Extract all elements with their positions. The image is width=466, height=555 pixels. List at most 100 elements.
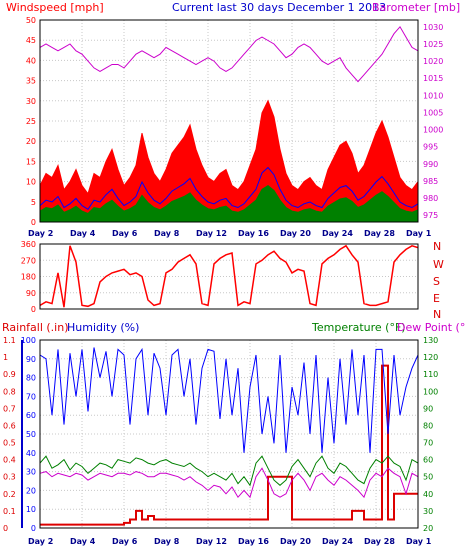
humidity-ytick: 0 xyxy=(31,524,36,533)
rain-panel-xtick: Day 20 xyxy=(280,537,311,546)
wind-dir-label-e: E xyxy=(433,292,440,305)
wind-average-line xyxy=(39,166,419,210)
humidity-axis-title: Humidity (%) xyxy=(67,321,139,334)
wind-panel-xtick: Day 2 xyxy=(28,229,53,238)
wind-ytick: 40 xyxy=(26,56,36,65)
barometer-ytick: 985 xyxy=(423,177,438,186)
barometer-ytick: 1025 xyxy=(423,40,443,49)
barometer-ytick: 980 xyxy=(423,194,438,203)
temperature-ytick: 70 xyxy=(423,439,433,448)
rain-panel-xtick: Day 8 xyxy=(154,537,180,546)
dir-ytick: 180 xyxy=(21,273,36,282)
wind-dir-label-s: S xyxy=(433,275,440,288)
humidity-ytick: 100 xyxy=(21,336,36,345)
temperature-ytick: 120 xyxy=(423,353,438,362)
wind-ytick: 45 xyxy=(26,36,36,45)
temperature-ytick: 20 xyxy=(423,524,433,533)
barometer-axis-title: Barometer [mb] xyxy=(372,1,460,14)
dir-ytick: 270 xyxy=(21,256,36,265)
temperature-ytick: 50 xyxy=(423,473,433,482)
temperature-ytick: 40 xyxy=(423,490,433,499)
wind-ytick: 0 xyxy=(31,218,36,227)
wind-direction-line xyxy=(39,244,419,308)
temperature-axis-title: Temperature (°F) xyxy=(311,321,406,334)
wind-dir-label-n-bottom: N xyxy=(433,308,441,321)
wind-ytick: 5 xyxy=(31,198,36,207)
wind-panel-frame xyxy=(39,19,419,223)
rain-panel-xtick: Day 6 xyxy=(112,537,138,546)
wind-ytick: 25 xyxy=(26,117,36,126)
rain-ytick: 0.3 xyxy=(3,473,16,482)
rain-ytick: 0 xyxy=(3,524,8,533)
rainfall-line xyxy=(40,364,418,526)
temperature-ytick: 30 xyxy=(423,507,433,516)
barometer-ytick: 1010 xyxy=(423,91,443,100)
rain-panel-xtick: Day 2 xyxy=(28,537,53,546)
barometer-ytick: 1000 xyxy=(423,126,443,135)
rain-panel-xtick: Day 28 xyxy=(364,537,395,546)
wind-dir-label-w: W xyxy=(433,258,444,271)
rain-panel-xtick: Day 24 xyxy=(322,537,353,546)
windspeed-axis-title: Windspeed [mph] xyxy=(6,1,104,14)
temperature-ytick: 80 xyxy=(423,421,433,430)
temperature-ytick: 60 xyxy=(423,456,433,465)
barometer-ytick: 1020 xyxy=(423,57,443,66)
wind-panel-xtick: Day 6 xyxy=(112,229,138,238)
rain-panel-xtick: Day 4 xyxy=(70,537,96,546)
wind-panel-xtick: Day 12 xyxy=(196,229,227,238)
temperature-line xyxy=(39,455,419,487)
humidity-ytick: 40 xyxy=(26,449,36,458)
humidity-ytick: 50 xyxy=(26,430,36,439)
rain-ytick: 0.7 xyxy=(3,404,16,413)
dewpoint-line xyxy=(39,467,419,499)
barometer-ytick: 1015 xyxy=(423,74,443,83)
wind-panel-xtick: Day 1 xyxy=(406,229,432,238)
rain-ytick: 0.2 xyxy=(3,490,16,499)
wind-ytick: 10 xyxy=(26,178,36,187)
rain-ytick: 1.1 xyxy=(3,336,16,345)
dir-ytick: 0 xyxy=(31,305,36,314)
rain-ytick: 0.9 xyxy=(3,370,16,379)
humidity-line xyxy=(39,347,419,453)
rain-ytick: 0.6 xyxy=(3,421,16,430)
temperature-ytick: 130 xyxy=(423,336,438,345)
wind-panel-xtick: Day 8 xyxy=(154,229,180,238)
rain-panel-frame xyxy=(39,339,419,529)
wind-panel-xtick: Day 16 xyxy=(238,229,269,238)
barometer-ytick: 975 xyxy=(423,211,438,220)
wind-ytick: 30 xyxy=(26,97,36,106)
wind-panel-xtick: Day 24 xyxy=(322,229,353,238)
temperature-ytick: 100 xyxy=(423,387,438,396)
rain-panel-xtick: Day 1 xyxy=(406,537,432,546)
temperature-ytick: 110 xyxy=(423,370,438,379)
barometer-ytick: 995 xyxy=(423,143,438,152)
humidity-ytick: 70 xyxy=(26,392,36,401)
plot-layer: 0510152025303540455097598098599099510001… xyxy=(3,16,443,546)
wind-ytick: 50 xyxy=(26,16,36,25)
barometer-ytick: 1005 xyxy=(423,108,443,117)
rain-ytick: 0.1 xyxy=(3,507,16,516)
rain-panel-xtick: Day 12 xyxy=(196,537,227,546)
humidity-ytick: 80 xyxy=(26,374,36,383)
rain-ytick: 1 xyxy=(3,353,8,362)
wind-ytick: 35 xyxy=(26,77,36,86)
wind-low-area xyxy=(39,184,419,223)
humidity-ytick: 30 xyxy=(26,468,36,477)
dir-ytick: 360 xyxy=(21,240,36,249)
chart-title: Current last 30 days December 1 2013 xyxy=(172,1,386,14)
wind-panel-xtick: Day 20 xyxy=(280,229,311,238)
rainfall-axis-title: Rainfall (.in) xyxy=(2,321,69,334)
barometer-line xyxy=(39,25,419,83)
barometer-ytick: 1030 xyxy=(423,23,443,32)
wind-dir-label-n-top: N xyxy=(433,240,441,253)
temperature-ytick: 90 xyxy=(423,404,433,413)
humidity-ytick: 20 xyxy=(26,486,36,495)
barometer-ytick: 990 xyxy=(423,160,438,169)
rain-panel-xtick: Day 16 xyxy=(238,537,269,546)
wind-ytick: 15 xyxy=(26,157,36,166)
rain-ytick: 0.8 xyxy=(3,387,16,396)
rain-ytick: 0.4 xyxy=(3,456,16,465)
wind-panel-xtick: Day 28 xyxy=(364,229,395,238)
